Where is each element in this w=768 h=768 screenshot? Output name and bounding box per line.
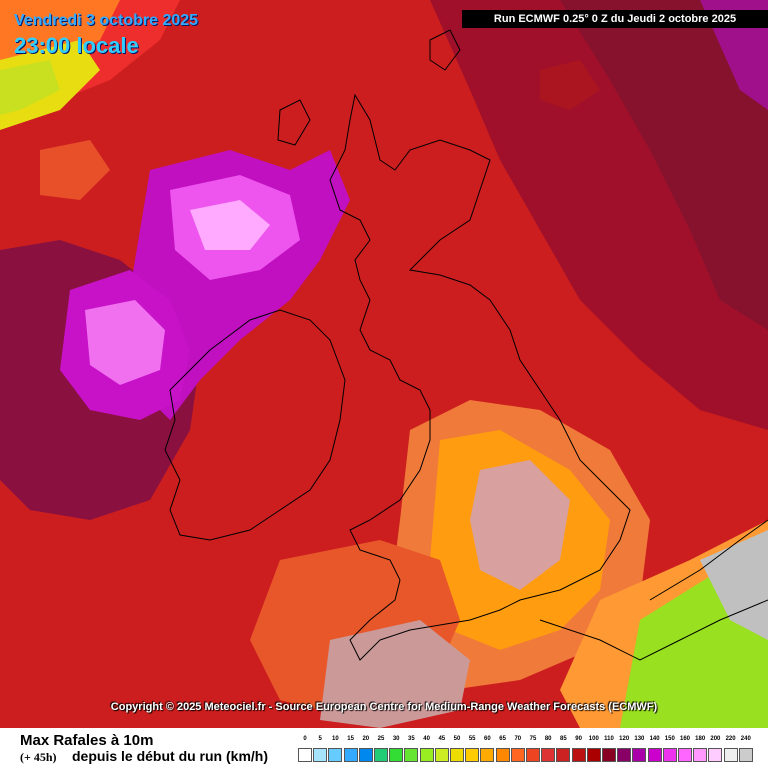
legend-label: 60 [484, 736, 491, 742]
legend-label: 80 [544, 736, 552, 742]
legend-swatch [358, 748, 373, 762]
footer: Max Rafales à 10m (+ 45h) depuis le débu… [0, 728, 768, 768]
ireland-coastline [164, 309, 346, 541]
legend-label: 10 [332, 736, 339, 742]
legend-label: 150 [664, 736, 675, 742]
legend-swatch [434, 748, 449, 762]
legend-label: 65 [499, 736, 506, 742]
legend-swatch [693, 748, 708, 762]
valid-date: Vendredi 3 octobre 2025 [14, 12, 199, 29]
wind-gust-field [0, 0, 768, 728]
gust-zone-rose-channel [320, 620, 470, 728]
gust-zone-spot-1 [40, 140, 110, 200]
legend-label: 110 [604, 736, 614, 742]
legend-label: 200 [710, 736, 721, 742]
legend-swatch [602, 748, 616, 762]
valid-time: 23:00 locale [14, 33, 139, 58]
legend-label: 240 [740, 736, 751, 742]
legend-swatch [510, 748, 525, 762]
legend-label: 120 [619, 736, 630, 742]
legend-swatch [298, 748, 312, 762]
legend-swatch [374, 748, 388, 762]
legend-swatch [708, 748, 723, 762]
legend-swatch [556, 748, 571, 762]
legend-swatch [480, 748, 495, 762]
gust-zone-light-pink-north [190, 200, 270, 250]
legend-swatch [617, 748, 632, 762]
legend-label: 5 [318, 736, 322, 742]
legend-swatch [541, 748, 556, 762]
gust-zone-darkest-north-east [560, 0, 768, 330]
gust-zone-rose-england [470, 460, 570, 590]
orkney-coastline [429, 29, 461, 71]
gust-map: Vendredi 3 octobre 2025 23:00 locale Run… [0, 0, 768, 728]
legend-label: 180 [695, 736, 706, 742]
variable-title: Max Rafales à 10m [20, 732, 154, 749]
legend-swatch [738, 748, 753, 762]
legend-label: 85 [560, 736, 567, 742]
legend-swatch [404, 748, 419, 762]
great-britain-coastline [329, 93, 631, 661]
legend-swatch [526, 748, 540, 762]
legend-swatch [343, 748, 358, 762]
legend-swatch [389, 748, 404, 762]
forecast-offset: (+ 45h) [20, 750, 57, 764]
legend-swatch [328, 748, 343, 762]
legend-label: 25 [377, 736, 385, 742]
legend-swatch [465, 748, 480, 762]
legend-label: 90 [575, 736, 582, 742]
legend-label: 75 [529, 736, 537, 742]
legend-label: 220 [725, 736, 736, 742]
continent-border [539, 599, 768, 661]
legend-swatch [662, 748, 677, 762]
legend-swatch [495, 748, 510, 762]
hebrides-coastline [277, 99, 311, 146]
legend-label: 20 [362, 736, 370, 742]
legend-label: 45 [438, 736, 446, 742]
legend-label: 35 [408, 736, 415, 742]
color-legend: 0 5 10 15 20 25 30 35 40 45 50 55 60 65 70 75 80 85 90 100 1… [298, 736, 754, 766]
legend-label: 40 [423, 736, 430, 742]
legend-label: 15 [347, 736, 354, 742]
gust-zone-lime-north-west [0, 60, 60, 115]
variable-subtitle: depuis le début du run (km/h) [72, 748, 268, 764]
legend-label: 160 [679, 736, 691, 742]
coastlines [164, 29, 768, 661]
legend-swatch [678, 748, 692, 762]
legend-label: 140 [649, 736, 660, 742]
copyright-notice: Copyright © 2025 Meteociel.fr - Source E… [110, 701, 658, 713]
legend-swatch [450, 748, 464, 762]
legend-label: 30 [392, 736, 400, 742]
legend-label: 50 [453, 736, 461, 742]
gust-zone-spot-2 [540, 60, 600, 110]
legend-swatch [313, 748, 328, 762]
run-label: Run ECMWF 0.25° 0 Z du Jeudi 2 octobre 2… [462, 10, 768, 28]
legend-swatch [586, 748, 601, 762]
gust-zone-pink-west [85, 300, 165, 385]
legend-swatch [571, 748, 586, 762]
legend-label: 0 [303, 736, 307, 742]
legend-swatch [419, 748, 434, 762]
legend-swatch [632, 748, 647, 762]
continent-coastline [649, 519, 768, 601]
legend-swatch [647, 748, 662, 762]
legend-label: 130 [634, 736, 645, 742]
legend-swatch [723, 748, 738, 762]
legend-label: 100 [588, 736, 599, 742]
legend-label: 70 [514, 736, 522, 742]
legend-label: 55 [468, 736, 476, 742]
